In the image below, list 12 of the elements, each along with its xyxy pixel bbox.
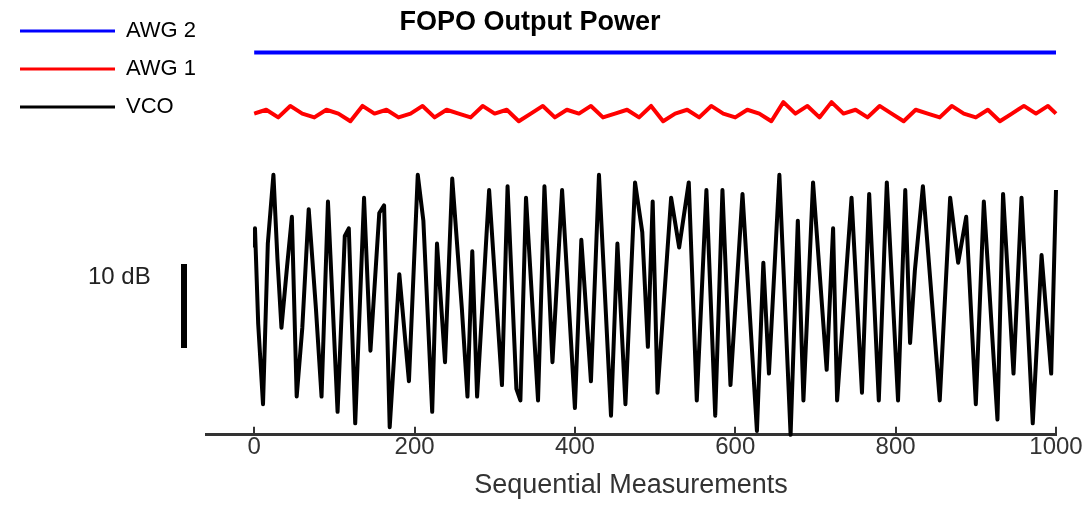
legend-label: VCO	[126, 93, 174, 119]
x-tick-label: 1000	[1029, 431, 1083, 459]
chart-title: FOPO Output Power	[399, 5, 661, 36]
x-tick-label: 200	[394, 431, 435, 459]
x-tick-label: 800	[875, 431, 916, 459]
x-tick-label: 400	[554, 431, 595, 459]
text: 10 dB	[88, 262, 151, 290]
x-tick-label: 600	[715, 431, 756, 459]
legend-label: AWG 1	[126, 55, 197, 81]
legend-label: AWG 2	[126, 17, 197, 43]
x-tick-label: 0	[247, 431, 261, 459]
x-axis-title: Sequential Measurements	[474, 469, 788, 500]
